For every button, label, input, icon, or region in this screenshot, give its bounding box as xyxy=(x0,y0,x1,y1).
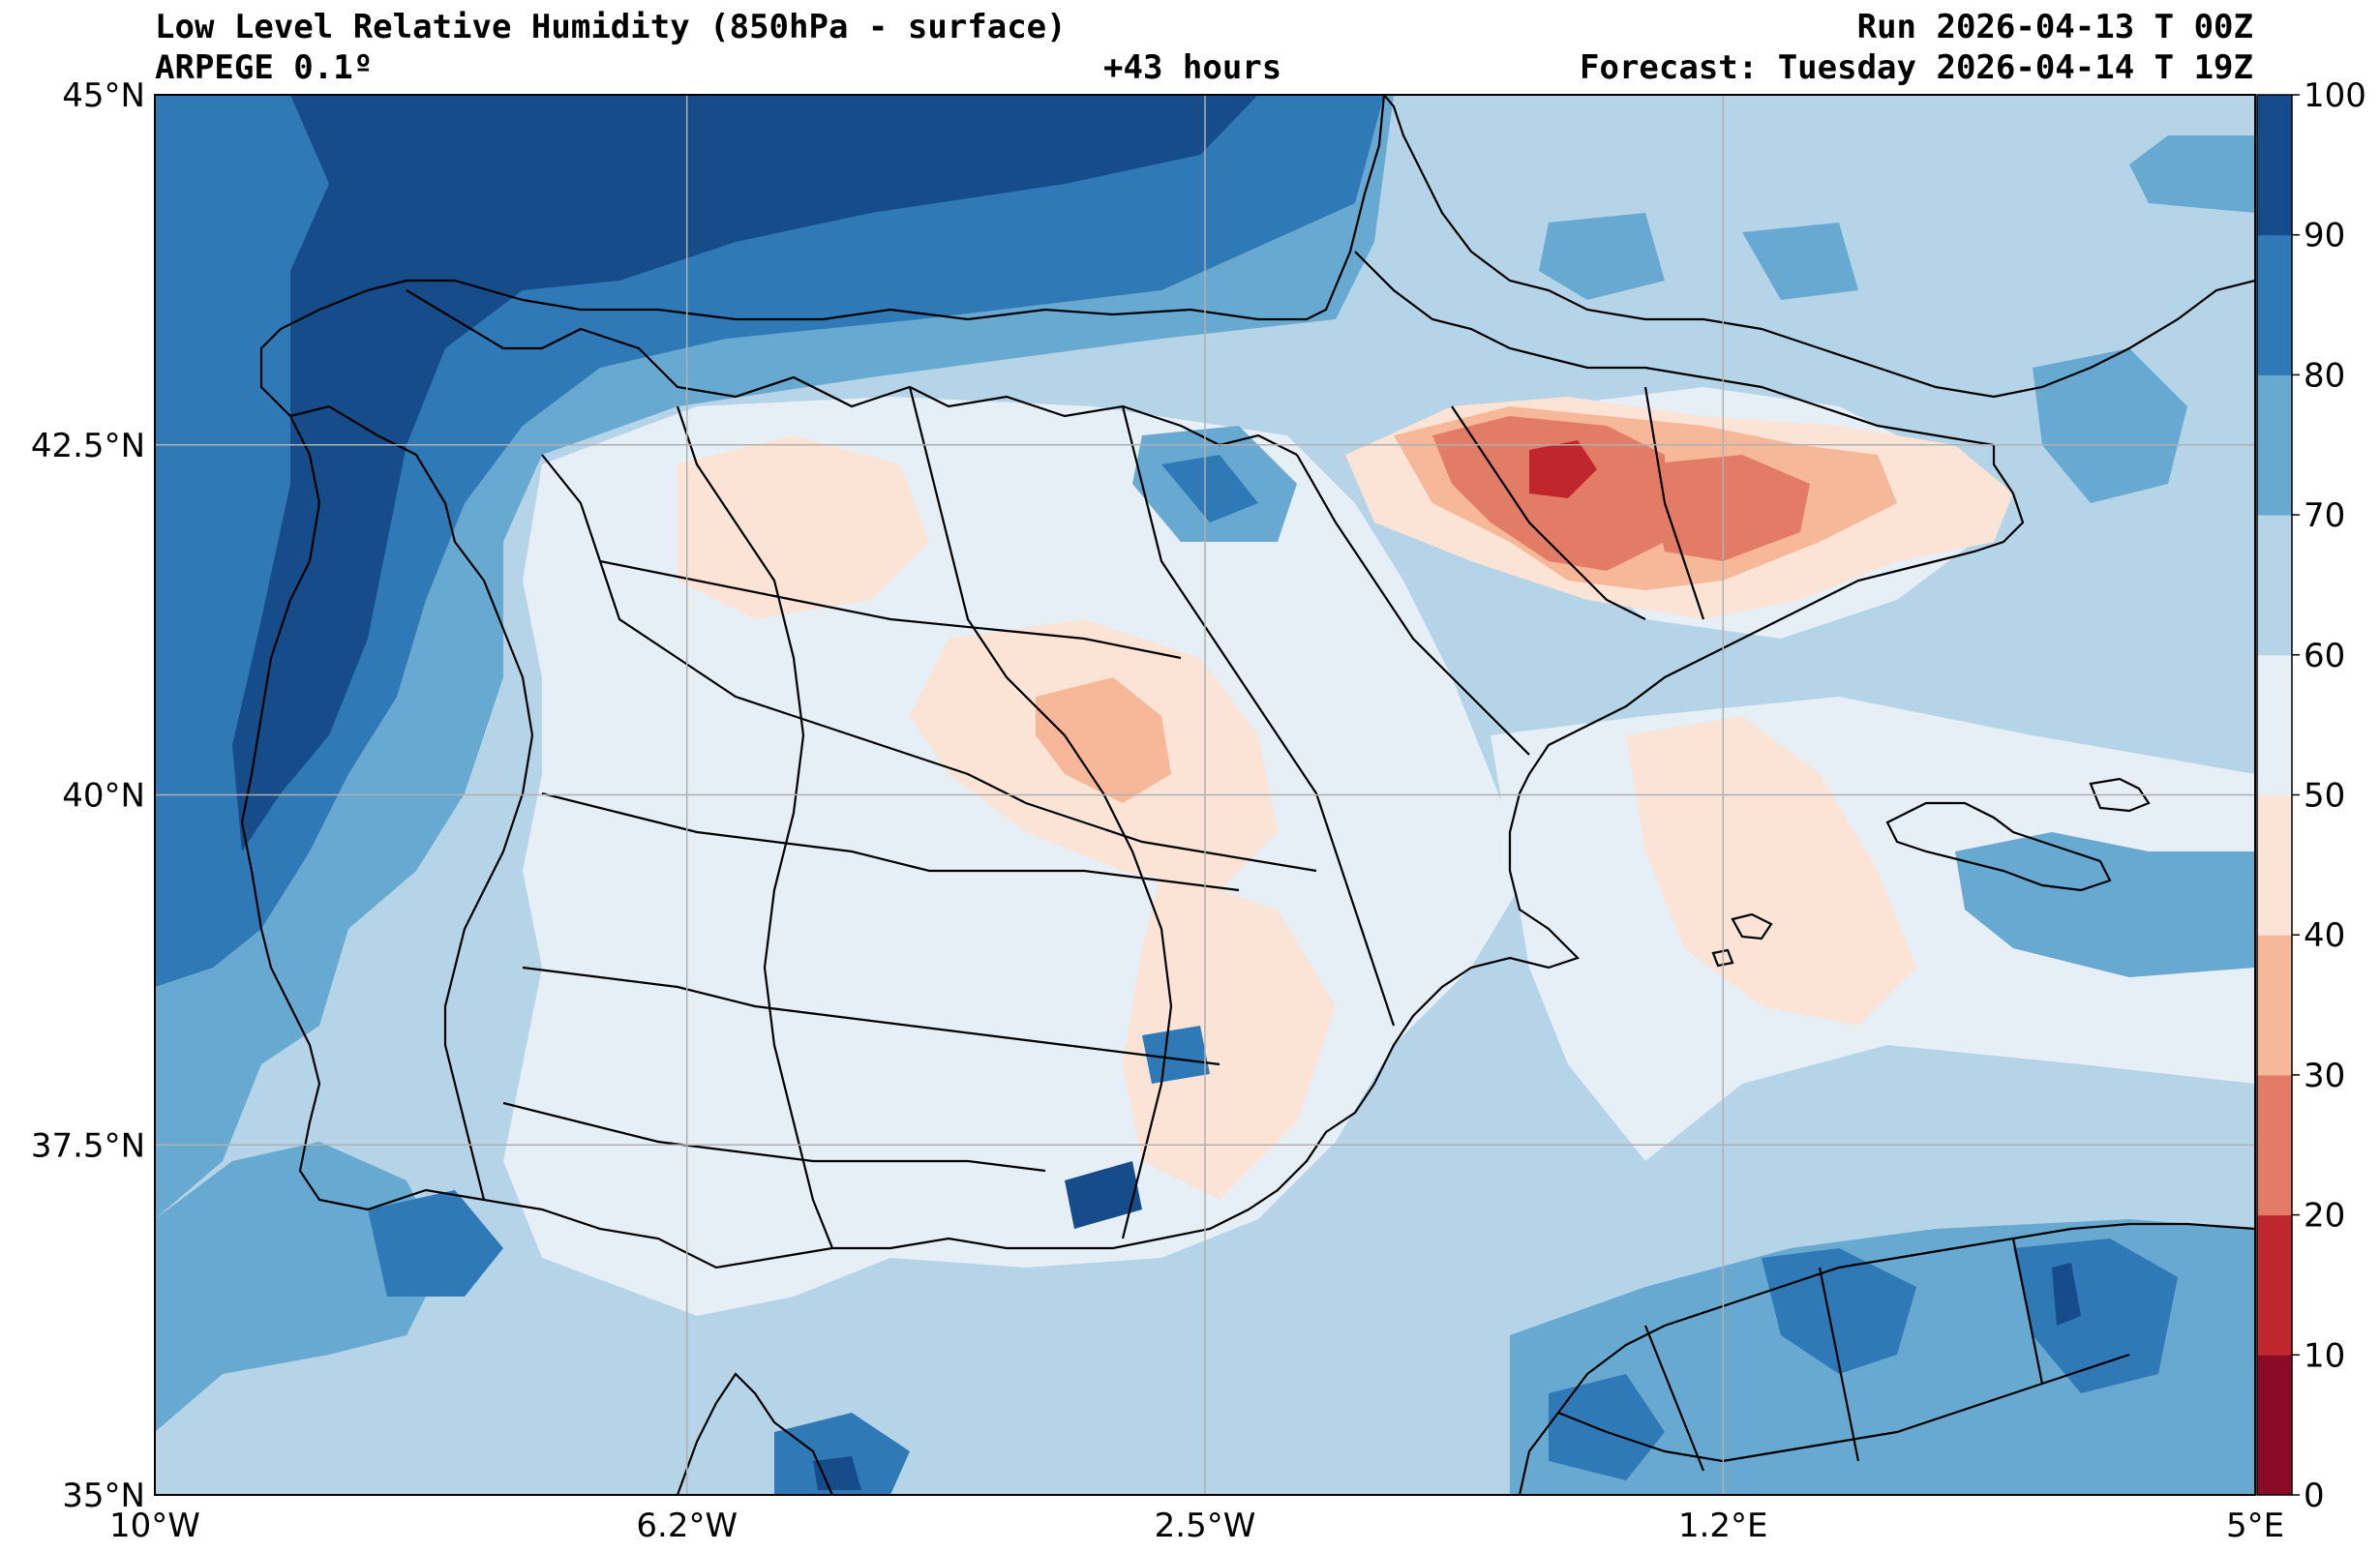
colorbar-segment xyxy=(2257,515,2292,656)
lon-tick-label: 5°E xyxy=(2226,1507,2284,1545)
longitude-labels: 10°W 6.2°W 2.5°W 1.2°E 5°E xyxy=(109,1507,2284,1545)
colorbar-label: 100 xyxy=(2304,76,2366,115)
coastlines-and-borders xyxy=(240,95,2255,1495)
colorbar-segment xyxy=(2257,654,2292,795)
colorbar-label: 90 xyxy=(2304,217,2345,255)
colorbar-label: 60 xyxy=(2304,637,2345,675)
model-label: ARPEGE 0.1º xyxy=(155,48,374,87)
colorbar-label: 20 xyxy=(2304,1197,2345,1236)
colorbar-label: 30 xyxy=(2304,1057,2345,1095)
lon-tick-label: 6.2°W xyxy=(636,1507,738,1545)
colorbar-segment xyxy=(2257,935,2292,1076)
colorbar-label: 80 xyxy=(2304,356,2345,395)
lead-time-label: +43 hours xyxy=(1103,48,1282,87)
colorbar-segment xyxy=(2257,374,2292,516)
colorbar: 0 10 20 30 40 50 60 70 80 90 100 xyxy=(2256,76,2366,1515)
colorbar-label: 10 xyxy=(2304,1336,2345,1375)
gridlines xyxy=(155,95,2255,1495)
colorbar-segment xyxy=(2257,1355,2292,1496)
latitude-labels: 45°N 42.5°N 40°N 37.5°N 35°N xyxy=(31,76,145,1515)
run-label: Run 2026-04-13 T 00Z xyxy=(1856,8,2253,46)
lon-tick-label: 10°W xyxy=(109,1507,200,1545)
lat-tick-label: 45°N xyxy=(62,76,145,115)
lat-tick-label: 37.5°N xyxy=(31,1126,145,1165)
lat-tick-label: 40°N xyxy=(62,777,145,816)
forecast-label: Forecast: Tuesday 2026-04-14 T 19Z xyxy=(1580,48,2253,87)
colorbar-segment xyxy=(2257,234,2292,375)
colorbar-segment xyxy=(2257,794,2292,936)
colorbar-label: 40 xyxy=(2304,916,2345,955)
lon-tick-label: 1.2°E xyxy=(1678,1507,1768,1545)
lat-tick-label: 35°N xyxy=(62,1477,145,1515)
map-frame xyxy=(154,94,2256,1496)
colorbar-segment xyxy=(2257,1074,2292,1216)
colorbar-label: 70 xyxy=(2304,496,2345,535)
map-title: Low Level Relative Humidity (850hPa - su… xyxy=(155,8,1067,46)
colorbar-segment xyxy=(2257,95,2292,236)
lat-tick-label: 42.5°N xyxy=(31,427,145,465)
colorbar-segment xyxy=(2257,1214,2292,1356)
lon-tick-label: 2.5°W xyxy=(1155,1507,1256,1545)
colorbar-label: 50 xyxy=(2304,777,2345,816)
colorbar-label: 0 xyxy=(2304,1477,2325,1515)
